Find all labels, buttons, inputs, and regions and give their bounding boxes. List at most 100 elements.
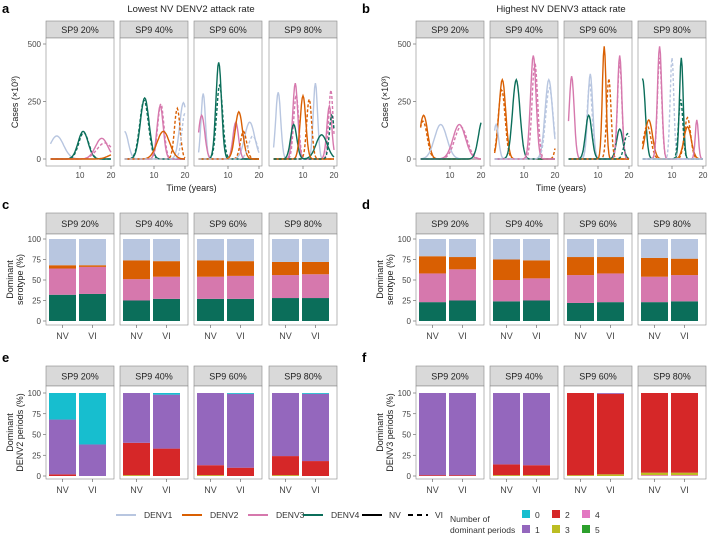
y-tick-label: 25 bbox=[32, 297, 41, 306]
facet-plot-area bbox=[45, 37, 115, 167]
x-tick-label: VI bbox=[680, 331, 689, 341]
bar-segment-denv4 bbox=[79, 293, 106, 321]
x-tick-label: 20 bbox=[625, 171, 634, 180]
x-tick-label: NV bbox=[426, 331, 439, 341]
bar-segment-denv3 bbox=[49, 268, 76, 295]
bar-segment-denv3 bbox=[79, 266, 106, 294]
legend: DENV1 DENV2 DENV3 DENV4 NV VI Number of … bbox=[116, 510, 600, 535]
bar-segment-denv4 bbox=[567, 302, 594, 321]
legend-label-denv2: DENV2 bbox=[210, 510, 239, 520]
bar-segment-denv1 bbox=[197, 239, 224, 261]
y-tick-label: 25 bbox=[402, 297, 411, 306]
legend-periods-title-line2: dominant periods bbox=[450, 525, 515, 535]
y-tick-label: 25 bbox=[402, 451, 411, 460]
facet-strip-label: SP9 40% bbox=[505, 219, 543, 229]
x-tick-label: 10 bbox=[76, 171, 85, 180]
bar-segment-denv2 bbox=[671, 258, 698, 276]
y-tick-label: 75 bbox=[32, 410, 41, 419]
bar-segment-denv1 bbox=[123, 239, 150, 261]
bar-segment-3 bbox=[123, 475, 150, 476]
bar-segment-2 bbox=[597, 393, 624, 475]
bar-segment-denv2 bbox=[493, 259, 520, 280]
bar-segment-denv1 bbox=[153, 239, 180, 262]
bar-segment-2 bbox=[49, 474, 76, 476]
x-tick-label: NV bbox=[56, 485, 69, 495]
bar-segment-denv2 bbox=[523, 260, 550, 279]
facet-strip-label: SP9 60% bbox=[579, 372, 617, 382]
x-tick-label: 10 bbox=[299, 171, 308, 180]
bar-segment-denv3 bbox=[123, 279, 150, 301]
x-tick-label: NV bbox=[500, 485, 513, 495]
bar-segment-denv1 bbox=[523, 239, 550, 261]
bar-segment-denv2 bbox=[449, 257, 476, 270]
x-axis-title: Time (years) bbox=[536, 183, 586, 193]
y-axis-title-line1: Dominant bbox=[5, 413, 15, 452]
y-axis-title-line2: serotype (%) bbox=[385, 254, 395, 305]
bar-segment-2 bbox=[197, 465, 224, 476]
facet-plot-area bbox=[119, 37, 189, 167]
x-tick-label: 20 bbox=[107, 171, 116, 180]
bar-segment-denv1 bbox=[671, 239, 698, 259]
panel-letter-b: b bbox=[362, 1, 370, 16]
x-tick-label: VI bbox=[311, 485, 320, 495]
facet-strip-label: SP9 40% bbox=[135, 25, 173, 35]
x-tick-label: 10 bbox=[446, 171, 455, 180]
bar-segment-3 bbox=[641, 472, 668, 476]
bar-segment-2 bbox=[302, 461, 329, 476]
y-tick-label: 0 bbox=[407, 155, 412, 164]
series-line-denv1-vi bbox=[124, 112, 186, 160]
bar-segment-1 bbox=[302, 393, 329, 462]
facet-strip-label: SP9 80% bbox=[284, 372, 322, 382]
bar-segment-0 bbox=[153, 393, 180, 395]
bar-segment-1 bbox=[419, 393, 446, 476]
facet-plot-area bbox=[268, 37, 338, 167]
facet-strip-label: SP9 20% bbox=[431, 25, 469, 35]
bar-segment-1 bbox=[153, 394, 180, 449]
legend-label-period-5: 5 bbox=[595, 525, 600, 535]
panel-b-title: Highest NV DENV3 attack rate bbox=[496, 4, 625, 15]
x-tick-label: NV bbox=[56, 331, 69, 341]
legend-swatch-period-1 bbox=[522, 525, 530, 533]
series-line-denv2-vi bbox=[641, 116, 703, 160]
x-tick-label: NV bbox=[648, 331, 661, 341]
legend-label-period-4: 4 bbox=[595, 510, 600, 520]
facet-strip-label: SP9 20% bbox=[431, 372, 469, 382]
bar-segment-0 bbox=[49, 393, 76, 420]
bar-segment-denv3 bbox=[227, 275, 254, 299]
series-line-denv4-vi bbox=[273, 113, 335, 160]
x-tick-label: VI bbox=[532, 485, 541, 495]
bar-segment-2 bbox=[523, 465, 550, 476]
x-tick-label: VI bbox=[162, 485, 171, 495]
series-line-denv4-nv bbox=[420, 122, 482, 160]
bar-segment-3 bbox=[597, 474, 624, 476]
x-tick-label: 10 bbox=[668, 171, 677, 180]
bar-segment-3 bbox=[523, 475, 550, 476]
x-tick-label: 20 bbox=[477, 171, 486, 180]
y-tick-label: 100 bbox=[398, 235, 412, 244]
y-axis-title-line1: Dominant bbox=[375, 413, 385, 452]
bar-segment-denv3 bbox=[419, 273, 446, 303]
panel-letter-c: c bbox=[2, 197, 9, 212]
series-line-denv4-vi bbox=[568, 132, 630, 160]
y-tick-label: 50 bbox=[32, 431, 41, 440]
bar-segment-denv4 bbox=[641, 302, 668, 321]
bar-segment-denv4 bbox=[523, 300, 550, 321]
x-tick-label: NV bbox=[279, 485, 292, 495]
bar-segment-denv4 bbox=[302, 298, 329, 321]
legend-label-period-0: 0 bbox=[535, 510, 540, 520]
x-tick-label: VI bbox=[680, 485, 689, 495]
bar-segment-1 bbox=[523, 393, 550, 466]
bar-segment-4 bbox=[671, 475, 698, 476]
x-tick-label: NV bbox=[500, 331, 513, 341]
legend-label-period-2: 2 bbox=[565, 510, 570, 520]
bar-segment-denv1 bbox=[641, 239, 668, 258]
legend-swatch-period-3 bbox=[552, 525, 560, 533]
bar-segment-denv4 bbox=[493, 301, 520, 321]
legend-swatch-period-2 bbox=[552, 510, 560, 518]
bar-segment-denv4 bbox=[197, 298, 224, 321]
bar-segment-denv3 bbox=[302, 274, 329, 299]
bar-segment-2 bbox=[449, 475, 476, 476]
x-tick-label: NV bbox=[648, 485, 661, 495]
facet-strip-label: SP9 60% bbox=[209, 219, 247, 229]
